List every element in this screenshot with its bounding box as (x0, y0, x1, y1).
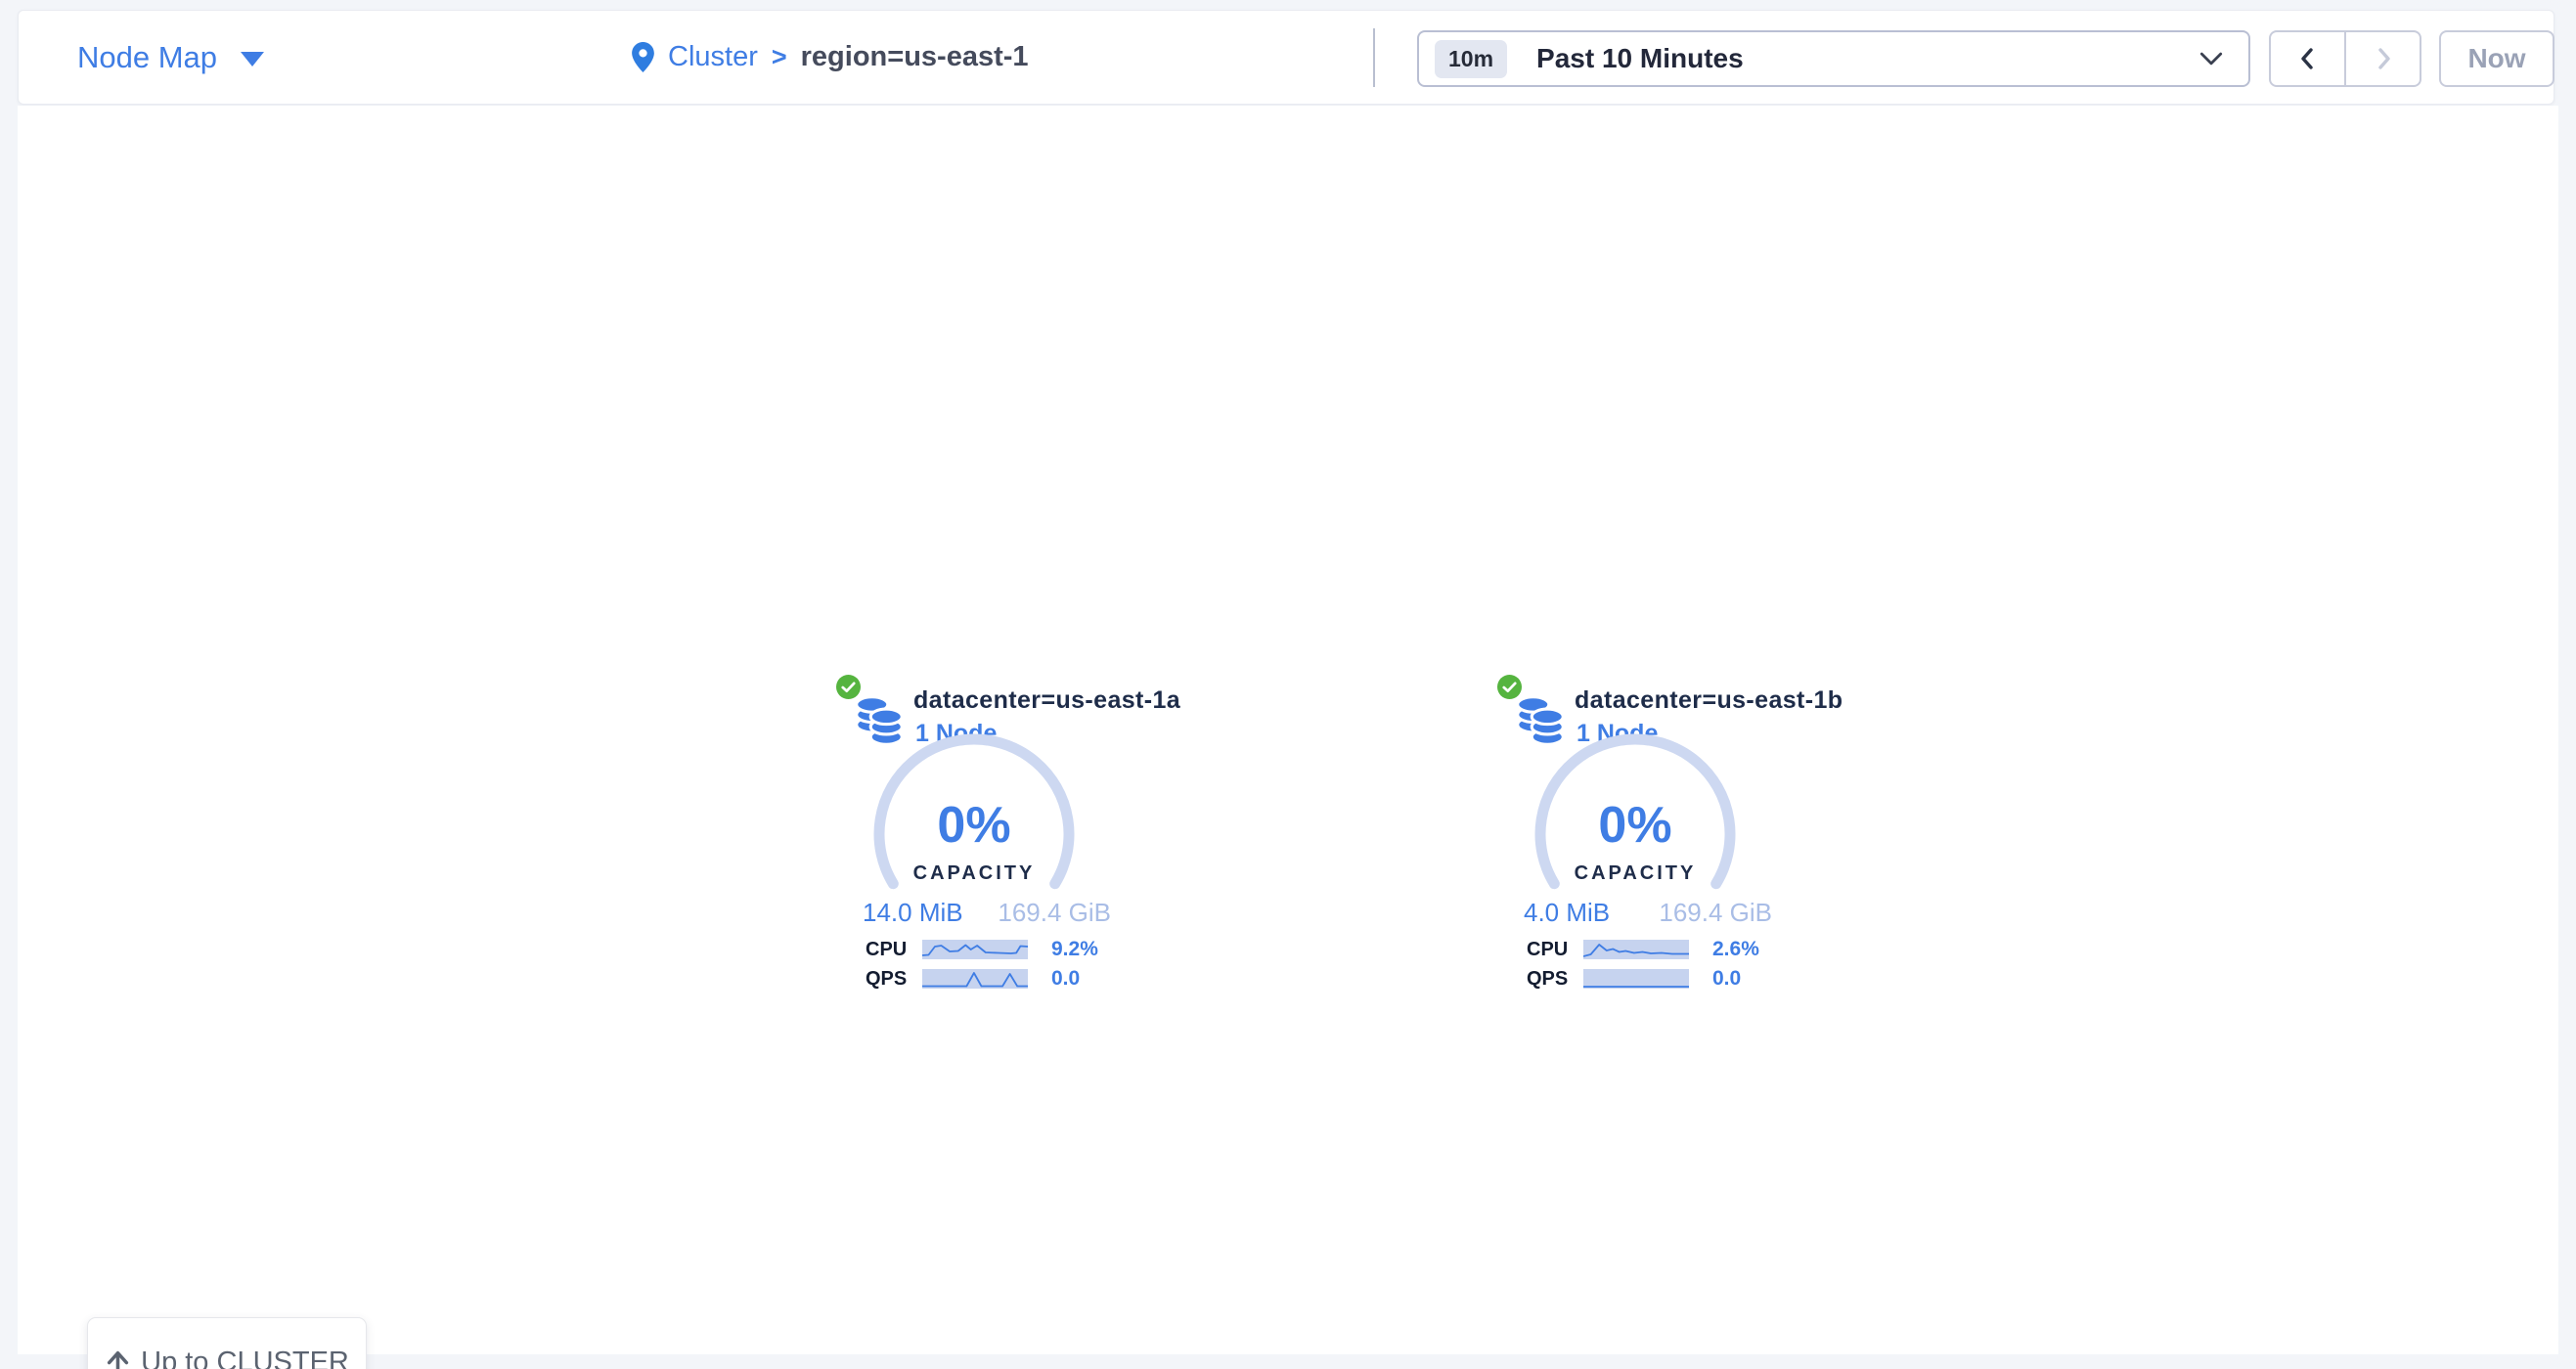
cpu-sparkline (1583, 940, 1689, 959)
cpu-metric-row: CPU 2.6% (1527, 938, 1761, 960)
cpu-sparkline (922, 940, 1028, 959)
healthy-check-icon (836, 675, 861, 699)
caret-down-icon (241, 52, 265, 66)
capacity-percentage: 0% (1598, 797, 1672, 854)
chevron-right-icon (2377, 48, 2390, 69)
breadcrumb-separator: > (771, 42, 787, 71)
time-nav-group (2269, 30, 2421, 87)
time-next-button[interactable] (2344, 32, 2420, 85)
qps-label: QPS (1527, 967, 1569, 990)
capacity-total: 169.4 GiB (1659, 898, 1772, 927)
breadcrumb: Cluster > region=us-east-1 (632, 11, 1029, 104)
qps-label: QPS (866, 967, 908, 990)
now-button[interactable]: Now (2439, 30, 2554, 87)
time-window-dropdown[interactable]: 10m Past 10 Minutes (1417, 30, 2250, 87)
breadcrumb-current: region=us-east-1 (800, 41, 1029, 72)
capacity-used: 14.0 MiB (863, 898, 963, 927)
view-selector-label: Node Map (77, 39, 218, 74)
header-bar: Node Map Cluster > region=us-east-1 10m … (18, 10, 2554, 105)
time-prev-button[interactable] (2271, 32, 2344, 85)
capacity-values-row: 4.0 MiB 169.4 GiB (1524, 898, 1772, 928)
cpu-label: CPU (1527, 938, 1569, 960)
database-stack-icon (855, 695, 904, 746)
locality-us-east-1a[interactable]: datacenter=us-east-1a 1 Node 0% CAPACITY… (835, 673, 1180, 995)
qps-sparkline (922, 969, 1028, 989)
healthy-check-icon (1497, 675, 1522, 699)
qps-metric-row: QPS 0.0 (866, 967, 1100, 990)
capacity-total: 169.4 GiB (998, 898, 1111, 927)
capacity-used: 4.0 MiB (1524, 898, 1611, 927)
locality-title: datacenter=us-east-1b (1575, 686, 1843, 714)
capacity-label: CAPACITY (912, 862, 1036, 884)
cpu-value: 9.2% (1051, 938, 1098, 960)
qps-value: 0.0 (1712, 967, 1742, 990)
locality-title: datacenter=us-east-1a (913, 686, 1181, 714)
qps-metric-row: QPS 0.0 (1527, 967, 1761, 990)
capacity-gauge-arc (873, 733, 1075, 890)
view-selector-dropdown[interactable]: Node Map (77, 11, 265, 104)
breadcrumb-cluster-link[interactable]: Cluster (668, 41, 758, 72)
locality-us-east-1b[interactable]: datacenter=us-east-1b 1 Node 0% CAPACITY… (1496, 673, 1843, 995)
up-to-cluster-button[interactable]: Up to CLUSTER (87, 1317, 367, 1369)
node-map-canvas: datacenter=us-east-1a 1 Node 0% CAPACITY… (18, 106, 2558, 1369)
qps-sparkline (1583, 969, 1689, 989)
qps-value: 0.0 (1051, 967, 1081, 990)
location-pin-icon (632, 42, 654, 72)
cpu-metric-row: CPU 9.2% (866, 938, 1100, 960)
chevron-down-icon (2199, 52, 2223, 66)
time-scale-badge: 10m (1435, 39, 1508, 78)
chevron-left-icon (2300, 48, 2313, 69)
time-scale-label: Past 10 Minutes (1536, 43, 1744, 73)
capacity-percentage: 0% (937, 797, 1011, 854)
up-to-cluster-label: Up to CLUSTER (141, 1346, 349, 1369)
capacity-label: CAPACITY (1574, 862, 1697, 884)
header-divider (1373, 28, 1375, 87)
cpu-value: 2.6% (1712, 938, 1759, 960)
capacity-gauge-arc (1534, 733, 1736, 890)
database-stack-icon (1516, 695, 1565, 746)
capacity-values-row: 14.0 MiB 169.4 GiB (863, 898, 1111, 928)
arrow-up-icon (108, 1350, 129, 1369)
cpu-label: CPU (866, 938, 908, 960)
